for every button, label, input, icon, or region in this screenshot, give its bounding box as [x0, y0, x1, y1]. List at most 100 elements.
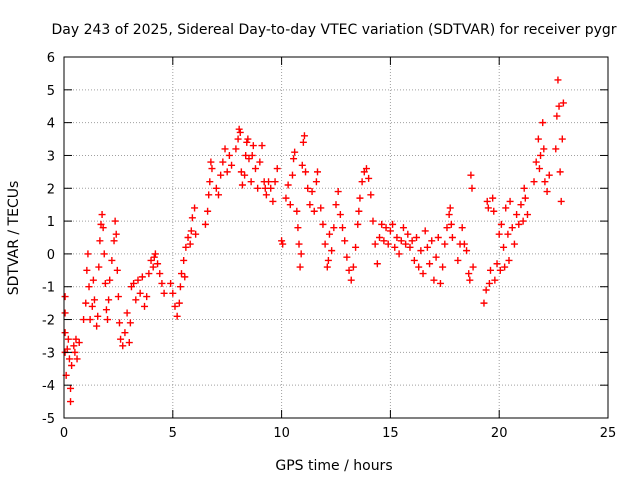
- data-point: [160, 289, 168, 297]
- data-point: [505, 256, 513, 264]
- data-point: [149, 263, 157, 271]
- data-point: [553, 112, 561, 120]
- data-point: [114, 293, 122, 301]
- data-point: [500, 243, 508, 251]
- data-point: [306, 201, 314, 209]
- data-point: [447, 220, 455, 228]
- data-point: [380, 237, 388, 245]
- data-point: [541, 178, 549, 186]
- data-point: [497, 220, 505, 228]
- data-point: [530, 178, 538, 186]
- data-point: [310, 207, 318, 215]
- data-point: [410, 256, 418, 264]
- data-point: [136, 289, 144, 297]
- data-point: [465, 270, 473, 278]
- data-point: [206, 178, 214, 186]
- data-point: [181, 273, 189, 281]
- y-tick-label: 3: [47, 149, 55, 164]
- data-point: [201, 220, 209, 228]
- data-point: [191, 204, 199, 212]
- data-point: [192, 230, 200, 238]
- data-point: [347, 276, 355, 284]
- data-point: [251, 165, 259, 173]
- data-point: [362, 165, 370, 173]
- data-point: [402, 240, 410, 248]
- data-point: [397, 237, 405, 245]
- data-point: [154, 260, 162, 268]
- data-point: [373, 260, 381, 268]
- data-point: [446, 204, 454, 212]
- data-point: [61, 309, 69, 317]
- data-point: [100, 250, 108, 258]
- data-point: [219, 158, 227, 166]
- data-point: [389, 220, 397, 228]
- data-point: [61, 293, 69, 301]
- data-point: [349, 263, 357, 271]
- data-point: [413, 234, 421, 241]
- data-point: [113, 266, 121, 274]
- data-point: [434, 234, 442, 241]
- data-point: [291, 148, 299, 156]
- data-point: [378, 220, 386, 228]
- data-point: [184, 234, 192, 241]
- data-point: [111, 217, 119, 225]
- data-point: [555, 102, 563, 110]
- data-point: [463, 247, 471, 255]
- data-point: [369, 217, 377, 225]
- data-point: [242, 151, 250, 159]
- y-tick-label: 6: [47, 51, 55, 66]
- data-point: [501, 263, 509, 271]
- data-point: [279, 240, 287, 248]
- data-point: [188, 214, 196, 222]
- data-point: [75, 339, 83, 347]
- data-point: [178, 270, 186, 278]
- data-point: [262, 191, 270, 199]
- data-point: [485, 279, 493, 287]
- data-point: [104, 316, 112, 324]
- data-point: [288, 171, 296, 179]
- y-tick-label: 4: [47, 117, 55, 132]
- data-point: [484, 204, 492, 212]
- data-point: [237, 168, 245, 176]
- data-point: [356, 194, 364, 202]
- data-point: [94, 312, 102, 320]
- data-point: [298, 161, 306, 169]
- data-point: [406, 243, 414, 251]
- y-tick-label: -5: [42, 412, 55, 427]
- data-point: [205, 191, 213, 199]
- data-point: [241, 171, 249, 179]
- x-tick-label: 15: [382, 426, 399, 441]
- data-point: [415, 263, 423, 271]
- data-point: [367, 191, 375, 199]
- data-point: [176, 283, 184, 291]
- data-point: [558, 135, 566, 143]
- data-point: [343, 253, 351, 261]
- data-point: [64, 335, 72, 343]
- data-point: [175, 299, 183, 307]
- data-point: [130, 279, 138, 287]
- data-point: [121, 329, 129, 337]
- data-point: [186, 240, 194, 248]
- data-point: [158, 279, 166, 287]
- x-tick-label: 0: [60, 426, 68, 441]
- data-point: [421, 227, 429, 235]
- data-point: [112, 230, 120, 238]
- data-point: [101, 279, 109, 287]
- data-point: [61, 329, 69, 337]
- y-tick-label: -2: [42, 314, 55, 329]
- data-point: [382, 224, 390, 232]
- data-point: [85, 283, 93, 291]
- data-point: [365, 174, 373, 182]
- data-point: [468, 184, 476, 192]
- data-point: [384, 240, 392, 248]
- data-point: [328, 247, 336, 255]
- data-point: [247, 178, 255, 186]
- data-point: [223, 168, 231, 176]
- data-point: [480, 299, 488, 307]
- data-point: [317, 204, 325, 212]
- data-point: [341, 237, 349, 245]
- data-point: [138, 273, 146, 281]
- data-point: [89, 276, 97, 284]
- data-points: [61, 76, 567, 406]
